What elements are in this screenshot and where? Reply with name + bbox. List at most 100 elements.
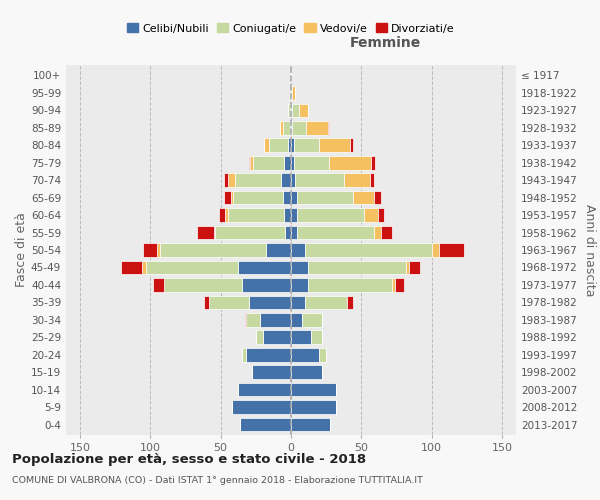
Bar bbox=[263, 330, 291, 344]
Bar bbox=[233, 191, 283, 204]
Bar bbox=[409, 260, 421, 274]
Bar bbox=[280, 121, 283, 134]
Bar bbox=[292, 86, 295, 100]
Bar bbox=[291, 174, 295, 187]
Bar bbox=[291, 400, 336, 414]
Bar bbox=[214, 226, 215, 239]
Bar bbox=[305, 296, 347, 309]
Text: COMUNE DI VALBRONA (CO) - Dati ISTAT 1° gennaio 2018 - Elaborazione TUTTITALIA.I: COMUNE DI VALBRONA (CO) - Dati ISTAT 1° … bbox=[12, 476, 423, 485]
Bar bbox=[284, 208, 291, 222]
Bar bbox=[308, 260, 406, 274]
Legend: Celibi/Nubili, Coniugati/e, Vedovi/e, Divorziati/e: Celibi/Nubili, Coniugati/e, Vedovi/e, Di… bbox=[123, 19, 459, 38]
Bar bbox=[292, 121, 307, 134]
Bar bbox=[291, 418, 331, 432]
Bar bbox=[291, 156, 294, 170]
Bar bbox=[250, 156, 253, 170]
Bar bbox=[121, 260, 142, 274]
Bar bbox=[204, 296, 209, 309]
Bar bbox=[296, 208, 364, 222]
Bar bbox=[288, 104, 290, 117]
Bar bbox=[371, 156, 376, 170]
Text: Popolazione per età, sesso e stato civile - 2018: Popolazione per età, sesso e stato civil… bbox=[12, 452, 366, 466]
Bar bbox=[319, 138, 350, 152]
Bar bbox=[308, 278, 392, 291]
Bar bbox=[242, 348, 246, 362]
Bar bbox=[307, 121, 328, 134]
Bar bbox=[291, 296, 305, 309]
Bar bbox=[160, 243, 266, 257]
Bar bbox=[431, 243, 439, 257]
Bar bbox=[291, 366, 322, 379]
Bar bbox=[299, 104, 308, 117]
Bar bbox=[288, 138, 291, 152]
Bar bbox=[235, 174, 281, 187]
Bar bbox=[223, 191, 230, 204]
Bar bbox=[249, 296, 291, 309]
Y-axis label: Anni di nascita: Anni di nascita bbox=[583, 204, 596, 296]
Bar bbox=[350, 138, 353, 152]
Bar bbox=[364, 208, 378, 222]
Bar bbox=[291, 138, 294, 152]
Bar bbox=[291, 330, 311, 344]
Bar bbox=[291, 208, 296, 222]
Bar bbox=[305, 243, 431, 257]
Bar bbox=[319, 348, 326, 362]
Bar bbox=[238, 260, 291, 274]
Bar bbox=[353, 191, 374, 204]
Bar bbox=[439, 243, 464, 257]
Bar bbox=[249, 156, 250, 170]
Bar bbox=[241, 418, 291, 432]
Bar bbox=[230, 191, 233, 204]
Bar bbox=[291, 383, 336, 396]
Bar bbox=[142, 260, 146, 274]
Bar bbox=[291, 104, 292, 117]
Bar bbox=[281, 174, 291, 187]
Bar bbox=[238, 383, 291, 396]
Bar bbox=[256, 330, 263, 344]
Bar bbox=[251, 366, 291, 379]
Bar bbox=[215, 226, 286, 239]
Y-axis label: Fasce di età: Fasce di età bbox=[15, 212, 28, 288]
Bar bbox=[328, 121, 329, 134]
Bar bbox=[374, 191, 381, 204]
Bar bbox=[283, 121, 290, 134]
Bar bbox=[146, 260, 238, 274]
Bar bbox=[291, 348, 319, 362]
Bar bbox=[291, 278, 308, 291]
Bar bbox=[378, 208, 384, 222]
Bar bbox=[295, 174, 344, 187]
Bar bbox=[311, 330, 322, 344]
Bar bbox=[302, 313, 322, 326]
Bar bbox=[143, 243, 157, 257]
Bar bbox=[291, 191, 296, 204]
Bar bbox=[264, 138, 269, 152]
Bar bbox=[157, 243, 160, 257]
Bar bbox=[242, 278, 291, 291]
Bar bbox=[197, 226, 214, 239]
Bar bbox=[290, 104, 291, 117]
Bar bbox=[291, 86, 292, 100]
Bar bbox=[296, 191, 353, 204]
Bar bbox=[292, 104, 299, 117]
Bar bbox=[245, 313, 246, 326]
Bar bbox=[286, 226, 291, 239]
Bar bbox=[395, 278, 404, 291]
Bar bbox=[260, 313, 291, 326]
Bar bbox=[294, 138, 319, 152]
Bar bbox=[153, 278, 164, 291]
Bar bbox=[291, 243, 305, 257]
Bar bbox=[266, 243, 291, 257]
Bar bbox=[253, 156, 284, 170]
Bar bbox=[370, 174, 374, 187]
Bar bbox=[329, 156, 371, 170]
Bar bbox=[344, 174, 370, 187]
Bar bbox=[228, 208, 284, 222]
Bar bbox=[291, 121, 292, 134]
Bar bbox=[225, 208, 228, 222]
Bar bbox=[164, 278, 242, 291]
Bar bbox=[283, 191, 291, 204]
Bar bbox=[284, 156, 291, 170]
Bar bbox=[246, 313, 260, 326]
Bar bbox=[209, 296, 249, 309]
Bar bbox=[291, 313, 302, 326]
